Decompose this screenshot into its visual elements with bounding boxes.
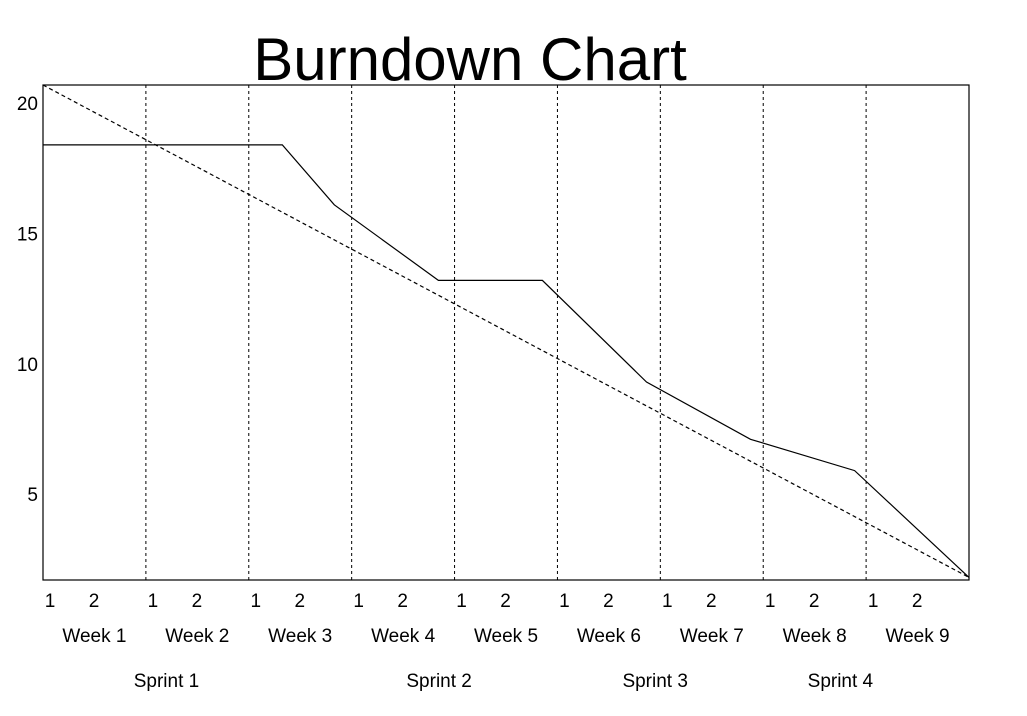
series-layer [42,84,970,578]
x-subperiod-label: 1 [868,591,879,612]
x-subperiod-label: 1 [353,591,364,612]
x-subperiod-label: 2 [912,591,923,612]
x-subperiod-label: 2 [809,591,820,612]
x-subperiod-label: 1 [456,591,467,612]
x-subperiod-label: 1 [45,591,56,612]
ideal-burndown-line [42,84,970,578]
x-subperiod-label: 2 [397,591,408,612]
y-tick-label: 20 [17,94,38,115]
week-label: Week 4 [371,626,436,647]
x-subperiod-label: 2 [89,591,100,612]
week-label: Week 2 [165,626,229,647]
x-subperiod-label: 2 [500,591,511,612]
actual-burndown-line [43,144,970,578]
x-subperiod-label: 1 [765,591,776,612]
week-label: Week 3 [268,626,332,647]
x-axis: 1 2 Week 1 1 2 Week 2 1 2 Week 3 1 2 Week 4 1 2 Week 5… [45,591,950,692]
x-subperiod-label: 1 [559,591,570,612]
week-label: Week 1 [62,626,126,647]
week-label: Week 5 [474,626,538,647]
sprint-label: Sprint 1 [134,671,199,692]
x-subperiod-label: 2 [706,591,717,612]
sprint-label: Sprint 3 [622,671,687,692]
week-label: Week 7 [680,626,744,647]
week-label: Week 6 [577,626,641,647]
x-subperiod-label: 1 [250,591,261,612]
week-divider-grid [145,85,867,580]
chart-title: Burndown Chart [253,26,687,93]
y-tick-label: 15 [17,225,38,246]
sprint-label: Sprint 2 [406,671,471,692]
week-label: Week 8 [783,626,847,647]
y-tick-label: 5 [27,485,38,506]
x-subperiod-label: 1 [662,591,673,612]
x-subperiod-label: 2 [294,591,305,612]
x-subperiod-label: 2 [603,591,614,612]
x-subperiod-label: 1 [148,591,159,612]
plot-frame [42,84,970,581]
week-label: Week 9 [886,626,950,647]
y-axis: 20 15 10 5 [17,94,38,506]
sprint-label: Sprint 4 [808,671,874,692]
y-tick-label: 10 [17,355,38,376]
x-subperiod-label: 2 [192,591,203,612]
